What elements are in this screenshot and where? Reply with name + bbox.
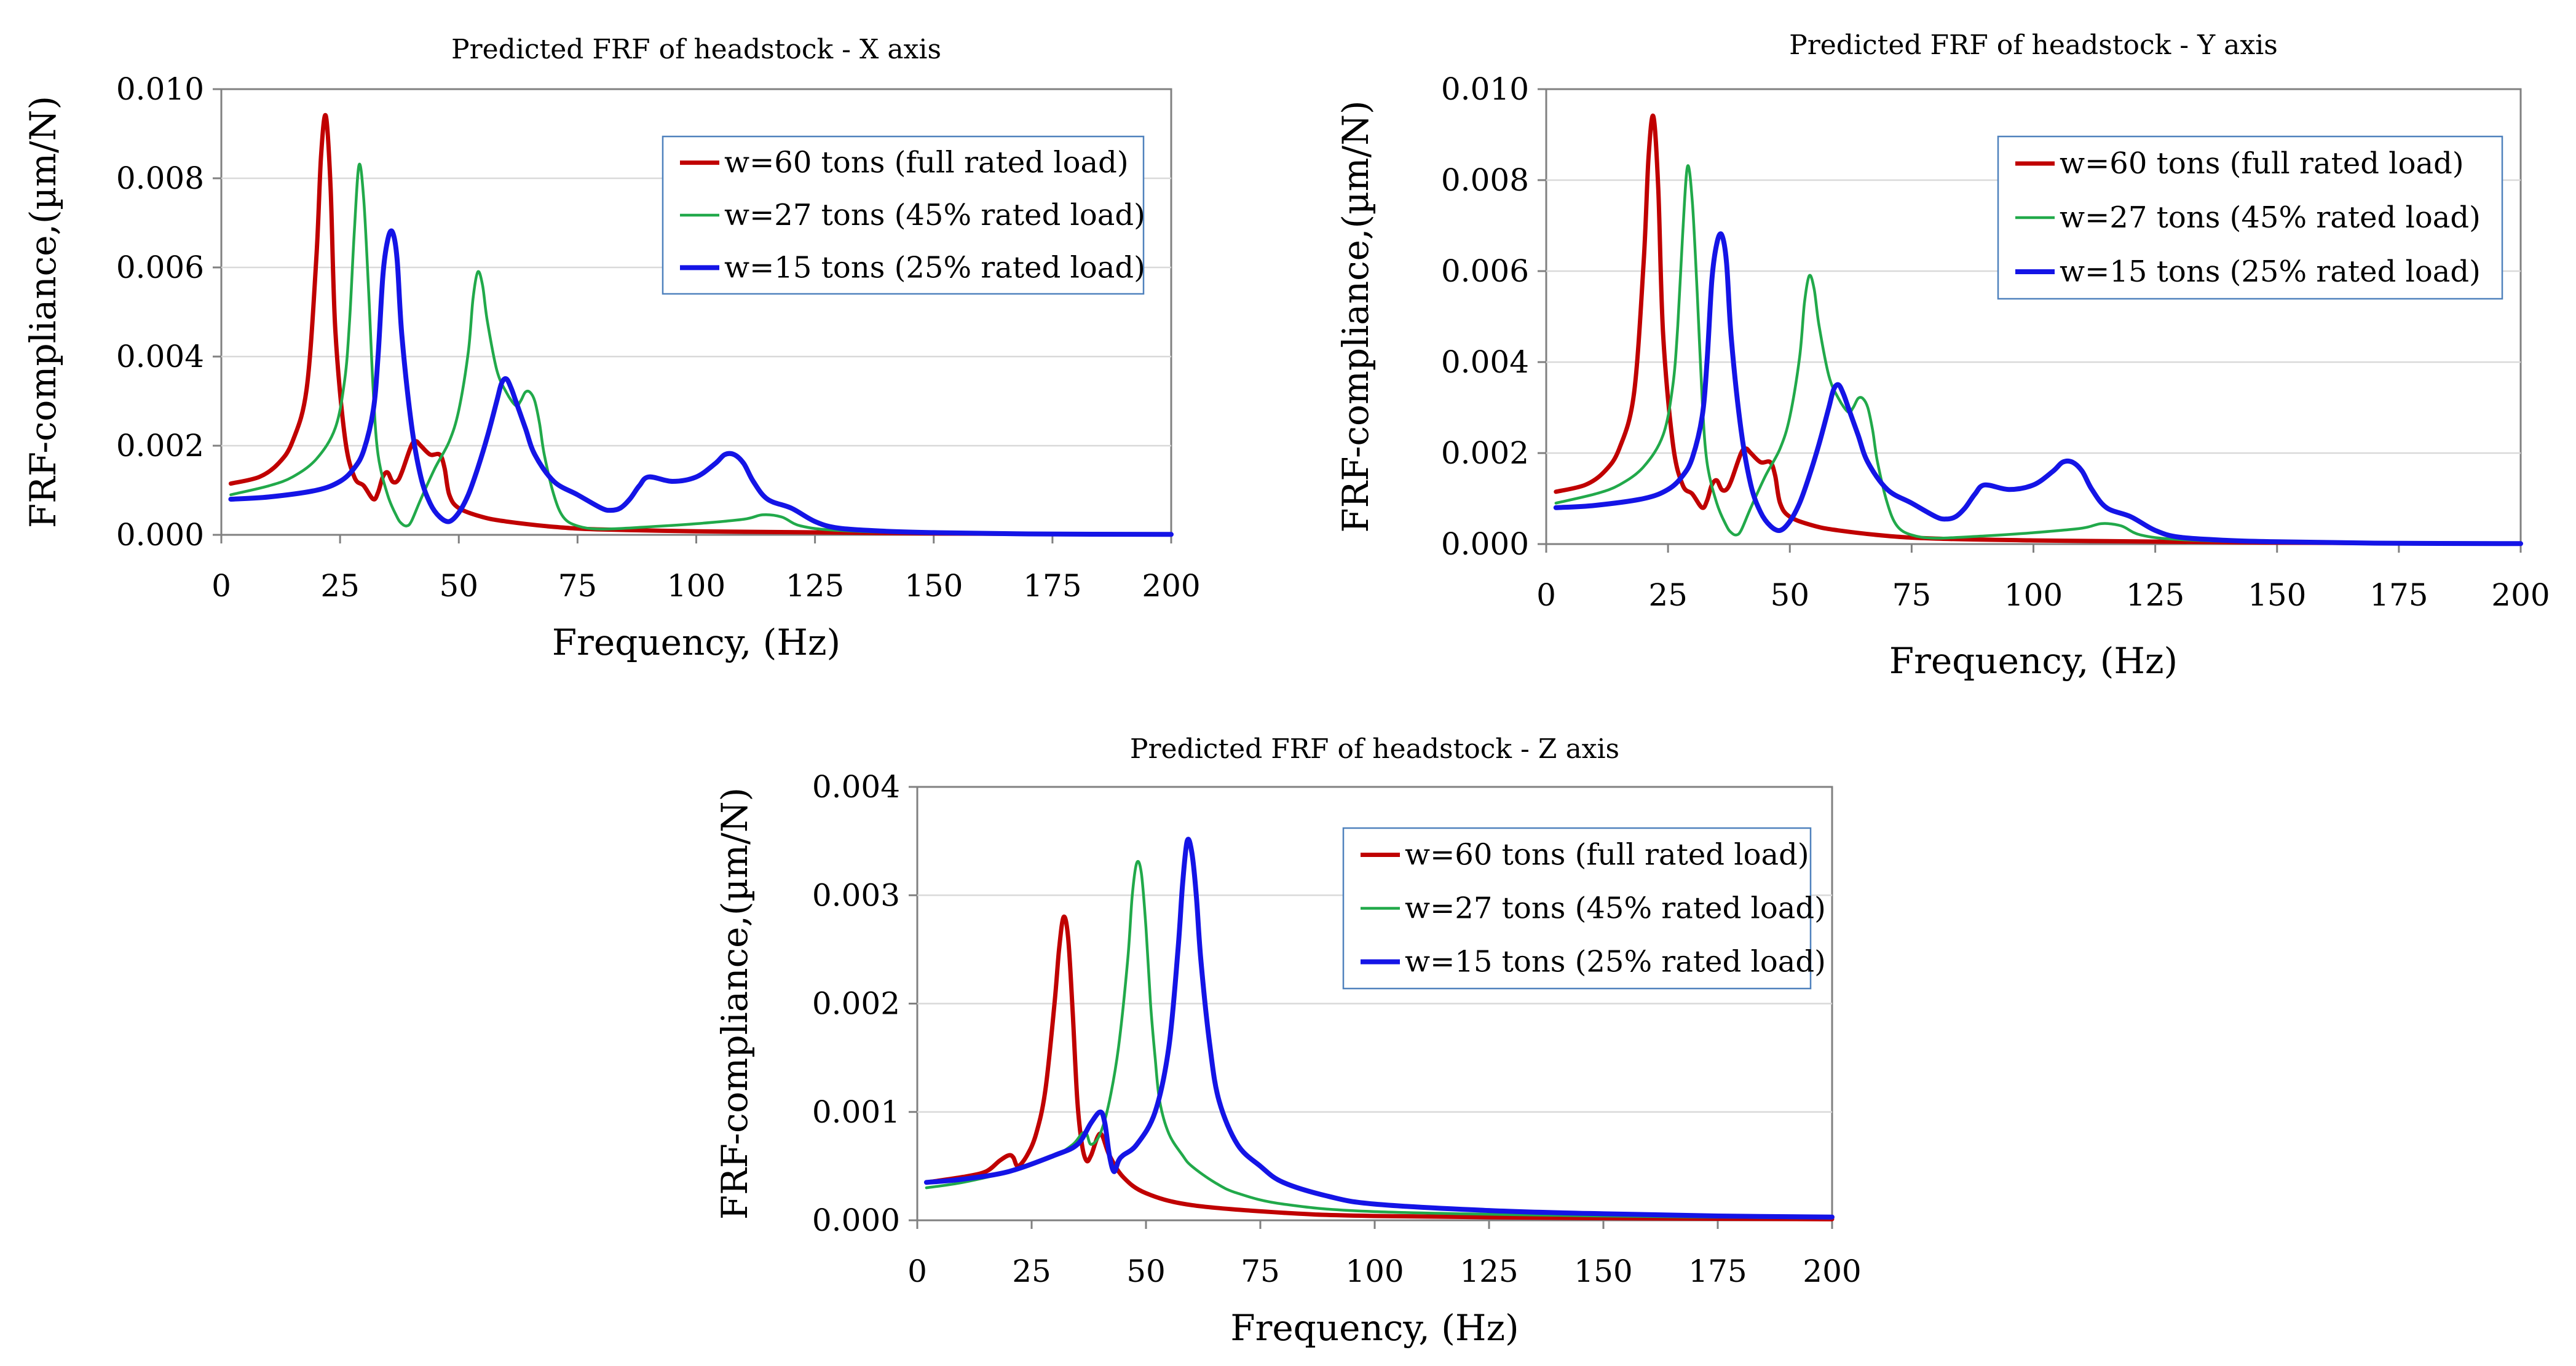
x-axis-label: Frequency, (Hz) — [1889, 640, 2178, 682]
chart-title: Predicted FRF of headstock - X axis — [451, 34, 941, 65]
y-tick-label: 0.002 — [116, 428, 204, 464]
legend-label-w15: w=15 tons (25% rated load) — [1405, 945, 1826, 979]
x-tick-label: 175 — [1688, 1253, 1747, 1289]
y-tick-label: 0.010 — [1441, 71, 1529, 107]
legend: w=60 tons (full rated load) w=27 tons (45… — [662, 135, 1145, 295]
x-tick-label: 150 — [904, 568, 963, 604]
y-tick-label: 0.004 — [116, 339, 204, 374]
y-tick-label: 0.000 — [116, 517, 204, 553]
x-tick-label: 125 — [2126, 577, 2184, 613]
x-tick-label: 25 — [1012, 1253, 1051, 1289]
x-tick-label: 200 — [2491, 577, 2550, 613]
y-axis-label: FRF-compliance,(µm/N) — [714, 788, 756, 1220]
series-line-w15 — [923, 837, 1835, 1220]
chart-title: Predicted FRF of headstock - Y axis — [1789, 30, 2278, 61]
x-tick-label: 125 — [1460, 1253, 1518, 1289]
x-tick-label: 175 — [1023, 568, 1081, 604]
x-tick-label: 125 — [786, 568, 844, 604]
y-tick-label: 0.003 — [812, 877, 900, 913]
series-line-w27 — [1554, 164, 2523, 545]
y-tick-label: 0.000 — [1441, 526, 1529, 562]
legend-label-w27: w=27 tons (45% rated load) — [724, 198, 1145, 232]
x-tick-label: 75 — [1241, 1253, 1280, 1289]
y-tick-label: 0.004 — [812, 769, 900, 805]
x-tick-label: 0 — [1536, 577, 1556, 613]
x-tick-label: 175 — [2369, 577, 2428, 613]
legend-label-w15: w=15 tons (25% rated load) — [724, 250, 1145, 285]
x-axis-label: Frequency, (Hz) — [552, 622, 840, 663]
y-tick-label: 0.001 — [812, 1094, 900, 1130]
x-tick-label: 100 — [1345, 1253, 1404, 1289]
y-tick-label: 0.008 — [116, 160, 204, 196]
chart-title: Predicted FRF of headstock - Z axis — [1130, 733, 1619, 765]
x-tick-label: 75 — [1892, 577, 1932, 613]
x-tick-label: 0 — [907, 1253, 927, 1289]
x-tick-label: 0 — [211, 568, 231, 604]
x-tick-label: 100 — [667, 568, 725, 604]
legend-label-w60: w=60 tons (full rated load) — [2060, 146, 2464, 181]
legend-label-w60: w=60 tons (full rated load) — [724, 146, 1129, 180]
x-tick-label: 25 — [320, 568, 360, 604]
y-tick-label: 0.006 — [1441, 253, 1529, 289]
chart-z-axis: 0.000 0.001 0.002 0.003 0.004 0 25 50 75 100 125 15… — [714, 733, 1862, 1349]
y-axis-label: FRF-compliance,(µm/N) — [22, 96, 64, 528]
y-tick-label: 0.010 — [116, 71, 204, 107]
series-line-w27 — [925, 859, 1834, 1220]
x-tick-label: 50 — [439, 568, 478, 604]
y-tick-label: 0.002 — [1441, 435, 1529, 471]
legend-box — [1997, 135, 2503, 300]
legend-box — [1342, 827, 1812, 990]
chart-x-axis: 0.000 0.002 0.004 0.006 0.008 0.010 0 25 50 75 100… — [22, 34, 1201, 663]
x-tick-label: 200 — [1142, 568, 1200, 604]
x-tick-label: 150 — [2248, 577, 2306, 613]
y-tick-label: 0.004 — [1441, 344, 1529, 380]
chart-y-axis: 0.000 0.002 0.004 0.006 0.008 0.010 0 25 50 75 100… — [1335, 30, 2550, 682]
y-tick-label: 0.006 — [116, 250, 204, 285]
series-line-w15 — [228, 228, 1174, 537]
legend-box — [662, 135, 1145, 295]
x-axis-label: Frequency, (Hz) — [1230, 1307, 1519, 1349]
x-tick-label: 25 — [1648, 577, 1688, 613]
y-axis-label: FRF-compliance,(µm/N) — [1335, 100, 1377, 532]
legend-label-w60: w=60 tons (full rated load) — [1405, 838, 1809, 872]
x-tick-label: 100 — [2004, 577, 2063, 613]
y-tick-label: 0.008 — [1441, 162, 1529, 198]
x-tick-label: 150 — [1574, 1253, 1632, 1289]
y-tick-label: 0.002 — [812, 986, 900, 1022]
x-tick-label: 50 — [1770, 577, 1809, 613]
y-tick-label: 0.000 — [812, 1202, 900, 1238]
series-line-w15 — [1553, 231, 2523, 547]
legend: w=60 tons (full rated load) w=27 tons (45… — [1997, 135, 2503, 300]
legend-label-w27: w=27 tons (45% rated load) — [1405, 891, 1826, 926]
x-tick-label: 50 — [1126, 1253, 1166, 1289]
legend-label-w15: w=15 tons (25% rated load) — [2060, 255, 2481, 289]
x-tick-label: 200 — [1803, 1253, 1861, 1289]
legend: w=60 tons (full rated load) w=27 tons (45… — [1342, 827, 1826, 990]
series-line-w60 — [924, 914, 1835, 1222]
series-line-w27 — [229, 162, 1173, 536]
x-tick-label: 75 — [558, 568, 598, 604]
legend-label-w27: w=27 tons (45% rated load) — [2060, 200, 2481, 235]
